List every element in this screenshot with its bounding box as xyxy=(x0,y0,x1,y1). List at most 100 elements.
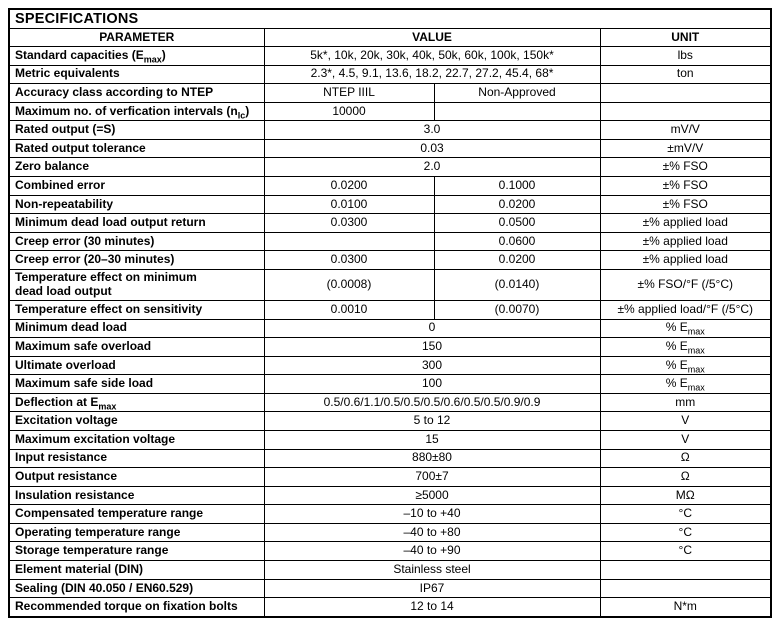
value-cell: 5k*, 10k, 20k, 30k, 40k, 50k, 60k, 100k,… xyxy=(263,46,601,66)
parameter-cell: Maximum no. of verfication intervals (nl… xyxy=(8,101,265,122)
header-parameter: PARAMETER xyxy=(8,28,265,47)
table-row: Excitation voltage 5 to 12 V xyxy=(8,411,772,431)
header-unit: UNIT xyxy=(599,28,772,47)
unit-cell: lbs xyxy=(599,46,772,66)
unit-cell: % Emax xyxy=(599,318,772,339)
table-row: Input resistance 880±80 Ω xyxy=(8,448,772,469)
parameter-cell: Non-repeatability xyxy=(8,194,265,215)
value-left-cell: NTEP IIIL xyxy=(263,83,435,103)
unit-cell: °C xyxy=(599,541,772,562)
table-row: Maximum excitation voltage 15 V xyxy=(8,429,772,450)
parameter-cell: Maximum safe overload xyxy=(8,337,265,357)
parameter-cell: Sealing (DIN 40.050 / EN60.529) xyxy=(8,578,265,599)
table-row: Creep error (30 minutes) 0.0600 ±% applied… xyxy=(8,231,772,252)
table-row: Storage temperature range –40 to +90 °C xyxy=(8,541,772,562)
value-cell: 12 to 14 xyxy=(263,597,601,618)
parameter-cell: Minimum dead load output return xyxy=(8,213,265,233)
value-cell: 0 xyxy=(263,318,601,339)
table-row: Temperature effect on minimum dead load … xyxy=(8,268,772,301)
table-row: Non-repeatability 0.0100 0.0200 ±% FSO xyxy=(8,194,772,215)
unit-cell: ±% FSO/°F (/5°C) xyxy=(599,268,772,301)
table-row: Operating temperature range –40 to +80 °C xyxy=(8,522,772,543)
unit-cell: ±mV/V xyxy=(599,138,772,159)
value-cell: 0.03 xyxy=(263,138,601,159)
table-header-row: PARAMETER VALUE UNIT xyxy=(8,28,772,47)
table-row: Minimum dead load output return 0.0300 0.0… xyxy=(8,213,772,233)
table-row: Element material (DIN) Stainless steel xyxy=(8,560,772,580)
parameter-cell: Creep error (20–30 minutes) xyxy=(8,250,265,270)
parameter-cell: Accuracy class according to NTEP xyxy=(8,83,265,103)
value-cell: IP67 xyxy=(263,578,601,599)
unit-cell: ±% applied load/°F (/5°C) xyxy=(599,299,772,320)
value-right-cell: (0.0140) xyxy=(433,268,601,301)
unit-cell xyxy=(599,578,772,599)
table-row: Metric equivalents 2.3*, 4.5, 9.1, 13.6, … xyxy=(8,64,772,85)
parameter-cell: Input resistance xyxy=(8,448,265,469)
table-title-row: SPECIFICATIONS xyxy=(8,8,772,29)
value-cell: –40 to +90 xyxy=(263,541,601,562)
value-left-cell: 0.0300 xyxy=(263,250,435,270)
parameter-cell: Insulation resistance xyxy=(8,485,265,506)
parameter-cell: Compensated temperature range xyxy=(8,504,265,524)
parameter-cell: Maximum excitation voltage xyxy=(8,429,265,450)
unit-cell: °C xyxy=(599,522,772,543)
value-cell: 700±7 xyxy=(263,467,601,487)
value-cell: 2.3*, 4.5, 9.1, 13.6, 18.2, 22.7, 27.2, … xyxy=(263,64,601,85)
table-row: Recommended torque on fixation bolts 12 t… xyxy=(8,597,772,618)
unit-cell: ±% FSO xyxy=(599,194,772,215)
table-row: Accuracy class according to NTEP NTEP III… xyxy=(8,83,772,103)
table-row: Zero balance 2.0 ±% FSO xyxy=(8,157,772,178)
table-row: Insulation resistance ≥5000 MΩ xyxy=(8,485,772,506)
parameter-cell: Zero balance xyxy=(8,157,265,178)
parameter-cell: Standard capacities (Emax) xyxy=(8,46,265,66)
table-row: Compensated temperature range –10 to +40 °… xyxy=(8,504,772,524)
value-left-cell: 0.0200 xyxy=(263,176,435,196)
unit-cell: MΩ xyxy=(599,485,772,506)
value-cell: 300 xyxy=(263,355,601,376)
value-cell: ≥5000 xyxy=(263,485,601,506)
parameter-cell: Rated output (=S) xyxy=(8,120,265,140)
unit-cell: % Emax xyxy=(599,355,772,376)
table-row: Maximum no. of verfication intervals (nl… xyxy=(8,101,772,122)
specifications-table: SPECIFICATIONS PARAMETER VALUE UNIT Stan… xyxy=(8,8,772,618)
table-row: Ultimate overload 300% Emax xyxy=(8,355,772,376)
unit-cell xyxy=(599,83,772,103)
unit-cell: V xyxy=(599,411,772,431)
unit-cell: ±% FSO xyxy=(599,176,772,196)
value-right-cell xyxy=(433,101,601,122)
value-cell: 5 to 12 xyxy=(263,411,601,431)
table-row: Combined error 0.0200 0.1000 ±% FSO xyxy=(8,176,772,196)
value-cell: 3.0 xyxy=(263,120,601,140)
value-cell: 2.0 xyxy=(263,157,601,178)
value-left-cell xyxy=(263,231,435,252)
value-left-cell: 0.0010 xyxy=(263,299,435,320)
parameter-cell: Maximum safe side load xyxy=(8,374,265,394)
value-right-cell: 0.0600 xyxy=(433,231,601,252)
table-title: SPECIFICATIONS xyxy=(8,8,772,29)
parameter-cell: Minimum dead load xyxy=(8,318,265,339)
value-left-cell: 0.0300 xyxy=(263,213,435,233)
unit-cell: ton xyxy=(599,64,772,85)
table-row: Maximum safe side load 100% Emax xyxy=(8,374,772,394)
unit-cell: V xyxy=(599,429,772,450)
table-row: Rated output (=S) 3.0 mV/V xyxy=(8,120,772,140)
table-row: Output resistance 700±7 Ω xyxy=(8,467,772,487)
unit-cell xyxy=(599,101,772,122)
parameter-cell: Output resistance xyxy=(8,467,265,487)
unit-cell: ±% FSO xyxy=(599,157,772,178)
unit-cell: ±% applied load xyxy=(599,250,772,270)
parameter-cell: Operating temperature range xyxy=(8,522,265,543)
parameter-cell: Temperature effect on sensitivity xyxy=(8,299,265,320)
parameter-cell: Rated output tolerance xyxy=(8,138,265,159)
table-row: Minimum dead load 0% Emax xyxy=(8,318,772,339)
unit-cell: Ω xyxy=(599,448,772,469)
table-row: Maximum safe overload 150% Emax xyxy=(8,337,772,357)
parameter-cell: Excitation voltage xyxy=(8,411,265,431)
value-cell: 150 xyxy=(263,337,601,357)
value-cell: 15 xyxy=(263,429,601,450)
table-row: Standard capacities (Emax) 5k*, 10k, 20k,… xyxy=(8,46,772,66)
table-row: Deflection at Emax 0.5/0.6/1.1/0.5/0.5/0.… xyxy=(8,392,772,413)
table-row: Creep error (20–30 minutes) 0.0300 0.0200 ±… xyxy=(8,250,772,270)
parameter-cell: Storage temperature range xyxy=(8,541,265,562)
